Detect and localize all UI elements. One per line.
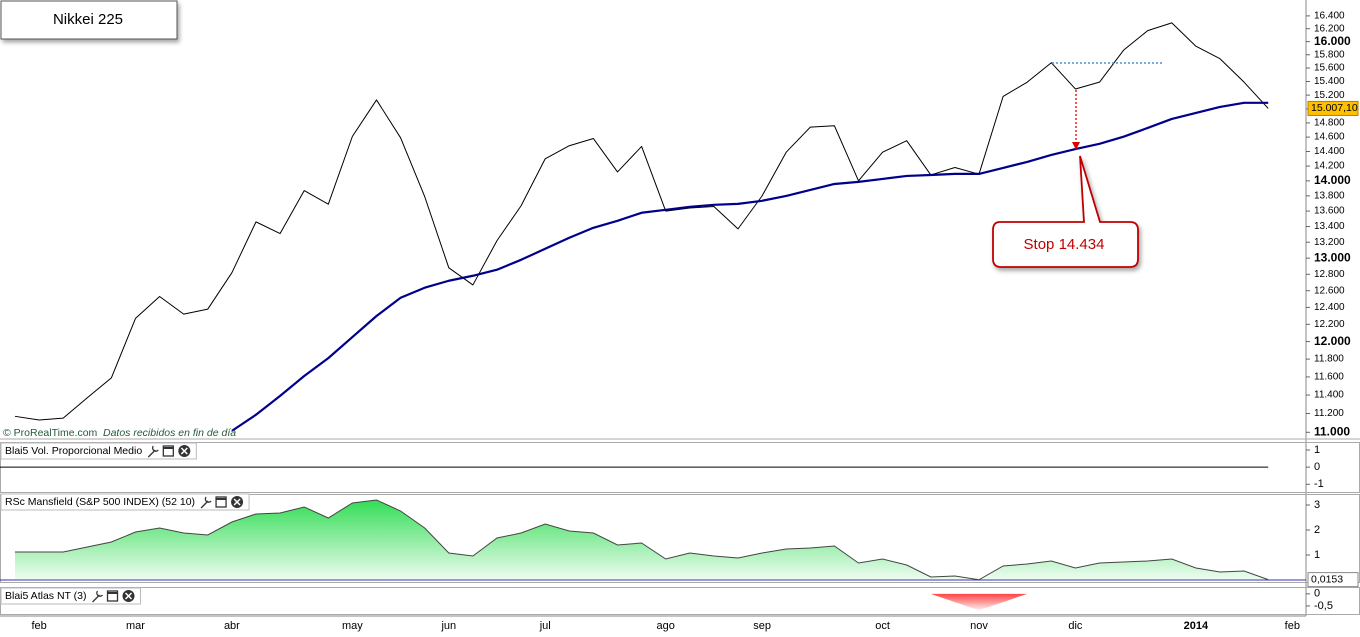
stop-label: Stop 14.434 — [1024, 236, 1105, 253]
y-tick-label: 12.400 — [1314, 302, 1345, 313]
title-box — [0, 0, 178, 40]
y-tick-label: 0 — [1314, 461, 1320, 473]
y-tick-label: 11.000 — [1314, 424, 1350, 438]
x-tick-label: nov — [970, 620, 988, 632]
panel-title: RSc Mansfield (S&P 500 INDEX) (52 10) — [5, 496, 195, 508]
x-tick-label: ago — [657, 620, 675, 632]
panel-title: Blai5 Atlas NT (3) — [5, 590, 87, 602]
panel-header-box — [0, 442, 197, 460]
x-tick-label: feb — [1285, 620, 1300, 632]
x-tick-label: mar — [126, 620, 145, 632]
y-tick-label: 13.600 — [1314, 206, 1345, 217]
x-tick-label: jun — [440, 620, 456, 632]
close-icon-x — [124, 592, 133, 600]
x-tick-label: may — [342, 620, 363, 632]
y-tick-label: 12.200 — [1314, 319, 1345, 330]
x-tick-label: oct — [875, 620, 890, 632]
y-tick-label: 2 — [1314, 524, 1320, 536]
line — [14, 22, 1269, 421]
y-tick-label: 13.800 — [1314, 191, 1345, 202]
y-tick-label: 1 — [1314, 549, 1320, 561]
y-tick-label: 13.400 — [1314, 221, 1345, 232]
y-tick-label: 0 — [1314, 588, 1320, 600]
y-tick-label: 11.200 — [1314, 408, 1344, 419]
y-tick-label: 13.000 — [1314, 250, 1351, 264]
panel-title: Blai5 Vol. Proporcional Medio — [5, 445, 142, 457]
y-tick-label: 13.200 — [1314, 237, 1345, 248]
close-icon-x — [233, 498, 241, 506]
window-icon[interactable] — [162, 445, 174, 457]
y-tick-label: 16.000 — [1314, 34, 1351, 48]
x-tick-label: dic — [1068, 620, 1083, 632]
value-label-box — [1307, 100, 1359, 116]
y-tick-label: 12.000 — [1314, 334, 1351, 348]
panel-frame — [0, 587, 1360, 615]
y-tick-label: 12.800 — [1314, 269, 1345, 280]
stop-arrowhead — [1072, 142, 1080, 150]
value-label: 15.007,10 — [1311, 102, 1358, 114]
y-tick-label: 16.400 — [1314, 11, 1345, 22]
y-tick-label: 12.600 — [1314, 285, 1345, 296]
chart-title: Nikkei 225 — [53, 11, 123, 28]
window-icon[interactable] — [215, 496, 227, 508]
y-tick-label: -0,5 — [1314, 600, 1333, 612]
source-label: © ProRealTime.com — [3, 427, 98, 439]
panel — [15, 593, 1269, 611]
area — [15, 593, 1269, 611]
value-label-box — [1307, 572, 1359, 588]
y-tick-label: 14.600 — [1314, 132, 1345, 143]
x-tick-label: 2014 — [1184, 620, 1209, 632]
panel-header-box — [0, 587, 142, 605]
y-tick-label: 15.600 — [1314, 63, 1345, 74]
y-tick-label: 15.400 — [1314, 76, 1345, 87]
y-tick-label: 11.400 — [1314, 390, 1344, 401]
y-tick-label: 15.200 — [1314, 90, 1345, 101]
callout-shape — [992, 155, 1139, 268]
y-tick-label: 15.800 — [1314, 49, 1345, 60]
window-icon[interactable] — [106, 590, 119, 602]
x-tick-label: jul — [539, 620, 551, 632]
y-tick-label: 14.200 — [1314, 161, 1345, 172]
panel — [14, 22, 1269, 432]
settings-icon[interactable] — [92, 590, 104, 603]
y-tick-label: 14.000 — [1314, 173, 1351, 187]
y-tick-label: 14.400 — [1314, 146, 1345, 157]
y-tick-label: 11.600 — [1314, 372, 1344, 383]
panel — [0, 499, 1306, 581]
close-icon-x — [180, 447, 188, 455]
x-tick-label: sep — [753, 620, 771, 632]
line — [231, 101, 1269, 432]
panel-header-box — [0, 493, 250, 511]
area-line — [15, 499, 1269, 581]
title-frame — [0, 0, 178, 40]
x-tick-label: abr — [224, 620, 240, 632]
value-label: 0,0153 — [1311, 573, 1343, 585]
stop-callout — [992, 155, 1139, 268]
y-tick-label: -1 — [1314, 478, 1324, 490]
settings-icon[interactable] — [147, 445, 159, 458]
y-tick-label: 11.800 — [1314, 354, 1344, 365]
note-label: Datos recibidos en fin de día — [103, 427, 236, 439]
y-tick-label: 3 — [1314, 499, 1320, 511]
y-tick-label: 1 — [1314, 444, 1320, 456]
y-tick-label: 14.800 — [1314, 118, 1345, 129]
area — [15, 500, 1269, 580]
x-tick-label: feb — [31, 620, 46, 632]
y-tick-label: 16.200 — [1314, 23, 1345, 34]
plot-area — [0, 22, 1306, 611]
settings-icon[interactable] — [200, 496, 212, 509]
